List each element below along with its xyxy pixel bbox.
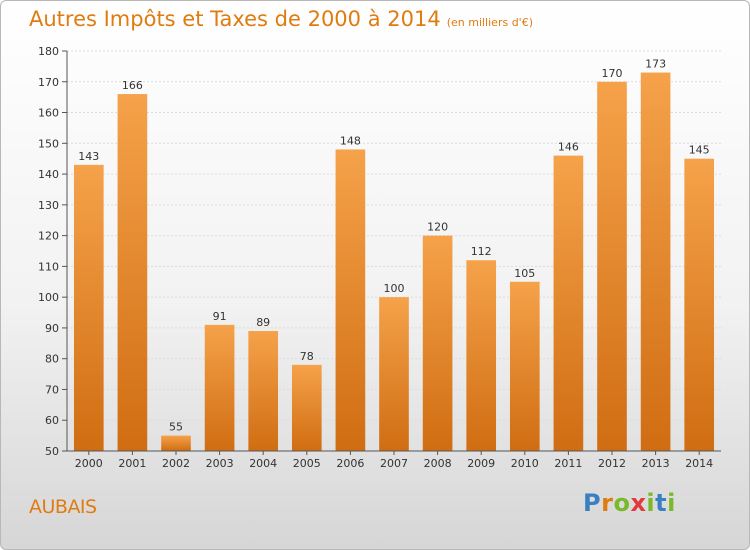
- y-tick-label: 70: [45, 383, 59, 396]
- y-tick-label: 120: [38, 230, 59, 243]
- x-tick-label: 2002: [162, 457, 190, 470]
- y-tick-label: 180: [38, 45, 59, 58]
- bar-value-label: 173: [645, 58, 666, 71]
- bar-value-label: 148: [340, 134, 361, 147]
- proxiti-logo: Proxiti: [583, 489, 676, 517]
- bar-value-label: 112: [471, 245, 492, 258]
- bar-value-label: 78: [300, 350, 314, 363]
- bar-value-label: 145: [689, 144, 710, 157]
- x-tick-label: 2008: [424, 457, 452, 470]
- y-tick-label: 50: [45, 445, 59, 458]
- bar: [466, 260, 497, 451]
- chart-subtitle: (en milliers d'€): [446, 16, 533, 29]
- bar-value-label: 166: [122, 79, 143, 92]
- y-tick-label: 60: [45, 414, 59, 427]
- bar: [684, 158, 715, 451]
- x-tick-label: 2006: [336, 457, 364, 470]
- bar: [73, 164, 104, 451]
- bar-value-label: 91: [213, 310, 227, 323]
- bar-value-label: 55: [169, 421, 183, 434]
- y-tick-label: 110: [38, 260, 59, 273]
- y-tick-label: 140: [38, 168, 59, 181]
- bar: [553, 155, 584, 451]
- x-tick-label: 2009: [467, 457, 495, 470]
- bar-value-label: 120: [427, 221, 448, 234]
- bar-value-label: 100: [384, 282, 405, 295]
- x-tick-label: 2001: [118, 457, 146, 470]
- x-tick-label: 2004: [249, 457, 277, 470]
- y-tick-label: 130: [38, 199, 59, 212]
- bar-value-label: 146: [558, 141, 579, 154]
- logo-letter: i: [646, 489, 656, 517]
- logo-letter: x: [630, 489, 647, 517]
- x-tick-label: 2005: [293, 457, 321, 470]
- bar-value-label: 170: [602, 67, 623, 80]
- x-tick-label: 2011: [554, 457, 582, 470]
- y-tick-label: 80: [45, 353, 59, 366]
- logo-letter: i: [667, 489, 676, 517]
- commune-name: AUBAIS: [29, 496, 97, 518]
- x-tick-label: 2014: [685, 457, 713, 470]
- x-tick-label: 2010: [511, 457, 539, 470]
- bar: [161, 435, 191, 451]
- bar: [117, 94, 148, 452]
- y-tick-label: 150: [38, 137, 59, 150]
- chart-title-text: Autres Impôts et Taxes de 2000 à 2014: [29, 7, 441, 31]
- y-tick-label: 160: [38, 107, 59, 120]
- y-tick-label: 90: [45, 322, 59, 335]
- bar: [509, 281, 540, 451]
- logo-letter: t: [655, 489, 668, 517]
- bar: [379, 297, 409, 451]
- bar: [204, 324, 235, 451]
- bar: [248, 331, 279, 451]
- logo-letter: o: [613, 489, 631, 517]
- x-tick-label: 2003: [206, 457, 234, 470]
- x-tick-label: 2000: [75, 457, 103, 470]
- bar: [291, 364, 322, 451]
- bar-value-label: 105: [514, 267, 535, 280]
- bar: [335, 149, 366, 451]
- y-tick-label: 170: [38, 76, 59, 89]
- x-tick-label: 2012: [598, 457, 626, 470]
- bar: [640, 72, 671, 452]
- logo-letter: P: [583, 489, 602, 517]
- chart-title: Autres Impôts et Taxes de 2000 à 2014 (en…: [29, 7, 533, 31]
- y-tick-label: 100: [38, 291, 59, 304]
- x-tick-label: 2007: [380, 457, 408, 470]
- logo-letter: r: [601, 489, 614, 517]
- x-tick-label: 2013: [642, 457, 670, 470]
- bar: [597, 81, 627, 452]
- bar: [422, 235, 453, 451]
- bar-value-label: 143: [78, 150, 99, 163]
- bar-value-label: 89: [256, 316, 270, 329]
